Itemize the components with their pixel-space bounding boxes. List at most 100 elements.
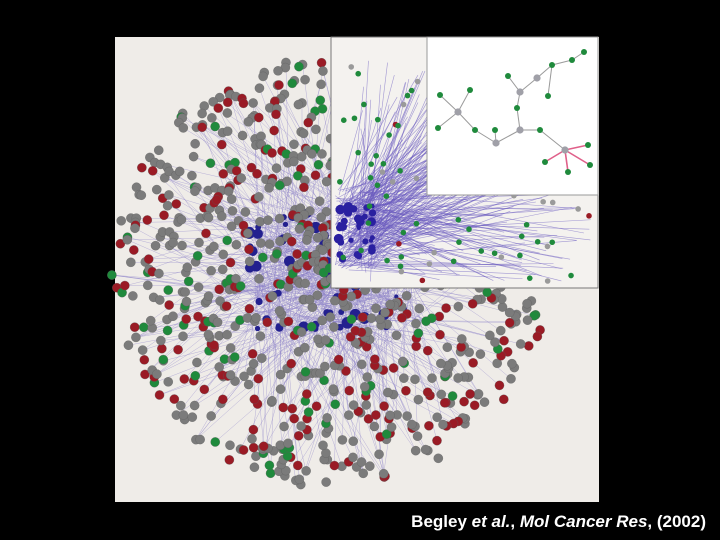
node [433, 453, 444, 464]
node [275, 384, 286, 394]
inset-node [456, 239, 462, 245]
hub-node [255, 297, 263, 306]
node [383, 387, 393, 398]
node [307, 149, 317, 159]
inset-node [355, 149, 361, 156]
node [244, 244, 254, 255]
inset-node [466, 226, 472, 233]
node [190, 371, 201, 381]
inset-node [384, 257, 390, 264]
node [320, 335, 331, 345]
edge [437, 111, 459, 129]
inset-node [408, 87, 415, 94]
inset-node [396, 240, 402, 247]
inset-hub [333, 202, 377, 263]
node [214, 284, 224, 295]
zoom-node [587, 162, 593, 168]
node [386, 422, 397, 432]
node [265, 468, 276, 479]
inset-node [518, 233, 525, 240]
node [350, 326, 361, 336]
node [423, 345, 433, 356]
node [188, 151, 199, 162]
node [320, 361, 330, 372]
node [442, 342, 453, 352]
zoom-node [549, 62, 555, 68]
node [413, 394, 424, 405]
node [271, 109, 281, 120]
node [325, 312, 336, 322]
node [302, 235, 312, 245]
edge [339, 75, 419, 208]
node [311, 401, 322, 411]
node [254, 83, 265, 93]
inset-node [540, 198, 546, 205]
node [231, 239, 242, 250]
zoom-node [561, 146, 569, 154]
node [330, 399, 340, 410]
edge [335, 198, 371, 200]
node [272, 249, 282, 259]
hub-node [333, 233, 344, 244]
node [407, 419, 417, 430]
node [413, 328, 424, 338]
node [358, 312, 368, 322]
node [318, 440, 328, 451]
node [411, 341, 421, 352]
node [465, 389, 475, 399]
node [312, 232, 323, 243]
node [492, 358, 502, 369]
node [164, 190, 174, 200]
node [225, 257, 236, 268]
node [316, 79, 326, 90]
node [438, 419, 448, 430]
node [207, 113, 217, 123]
node [475, 349, 486, 359]
inset-node [398, 254, 405, 260]
et-al: et al. [472, 512, 511, 531]
node [330, 295, 340, 306]
separator: , [510, 512, 519, 531]
node [303, 407, 314, 417]
inset-node [400, 101, 407, 108]
node [203, 291, 214, 301]
node [252, 169, 262, 179]
zoom-node [492, 139, 500, 147]
node [123, 340, 134, 350]
hub-node [335, 204, 346, 215]
node [274, 80, 284, 90]
zoom-graph [435, 49, 593, 175]
hub-node [353, 251, 361, 259]
edge [372, 81, 407, 224]
node [388, 363, 399, 373]
node [329, 460, 340, 471]
inset-node [544, 278, 551, 284]
node [128, 291, 138, 301]
node [131, 332, 141, 343]
node [227, 206, 238, 216]
node [499, 394, 509, 405]
node [369, 421, 380, 432]
node [136, 190, 147, 200]
node [181, 296, 192, 307]
inset-node [426, 261, 433, 267]
edge [367, 209, 538, 232]
edge [350, 227, 562, 282]
zoom-node [472, 127, 478, 133]
node [411, 318, 421, 329]
zoom-node [437, 92, 443, 98]
node [152, 369, 162, 379]
zoom-node [533, 74, 541, 82]
node [329, 322, 339, 332]
edge [342, 96, 398, 192]
node [107, 270, 117, 280]
node [263, 215, 273, 225]
node [385, 410, 395, 421]
node [254, 274, 264, 284]
node [507, 358, 517, 369]
inset-node [491, 250, 498, 257]
node [258, 252, 268, 263]
node [306, 322, 317, 332]
node [300, 278, 310, 289]
node [357, 359, 367, 370]
